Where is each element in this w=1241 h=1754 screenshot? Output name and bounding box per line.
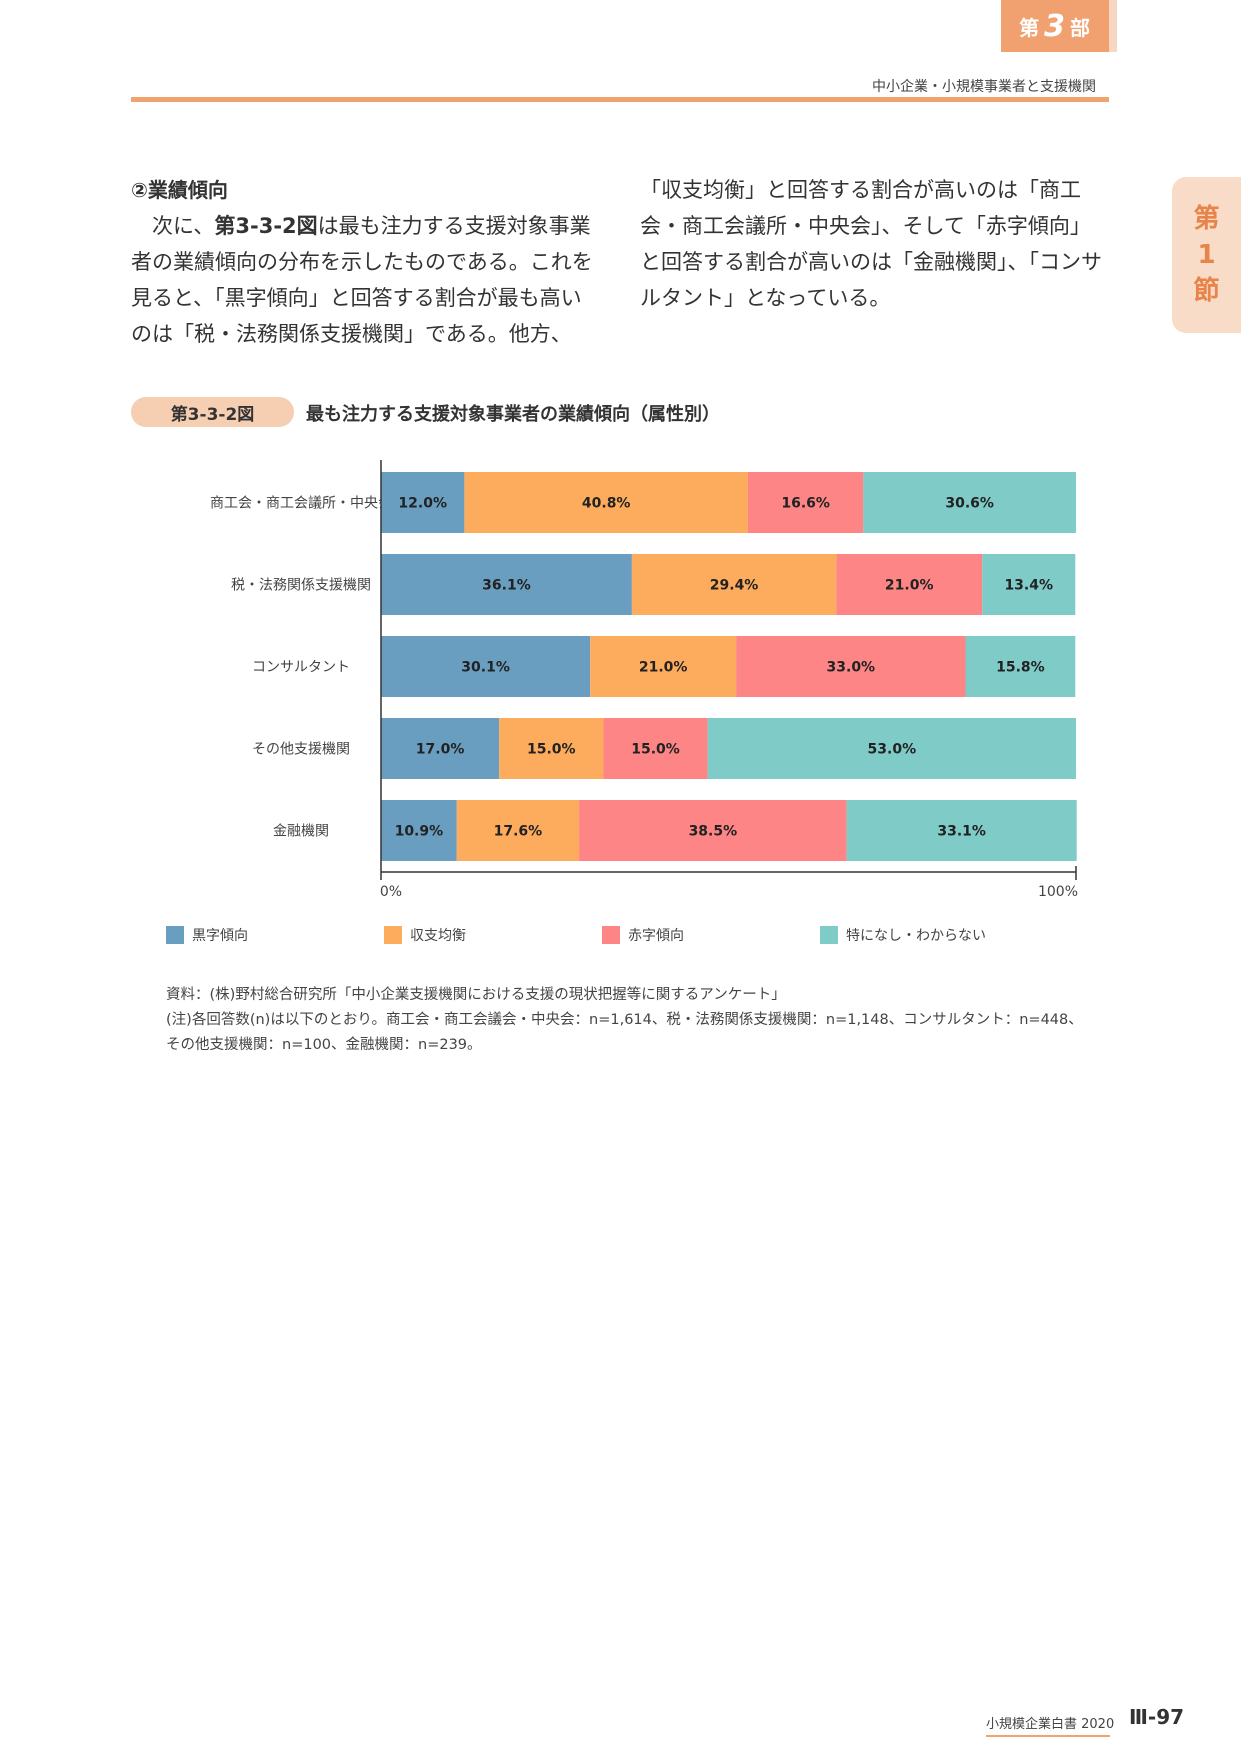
page-number: Ⅲ-97: [1129, 1705, 1185, 1729]
legend-swatch: [166, 926, 184, 944]
bar-segment: [579, 800, 847, 861]
paragraph-1-start: 次に、: [152, 214, 215, 238]
data-label: 21.0%: [885, 578, 934, 594]
sample-size-note: (注)各回答数(n)は以下のとおり。商工会・商工会議会・中央会：n=1,614、…: [166, 1012, 1083, 1053]
data-label: 36.1%: [482, 578, 531, 594]
data-label: 10.9%: [395, 824, 444, 840]
legend-item: 赤字傾向: [602, 925, 684, 945]
legend-item: 黒字傾向: [166, 925, 248, 945]
x-tick-label: 0%: [380, 884, 402, 900]
category-label: コンサルタント: [252, 660, 350, 676]
part-number: 3: [1044, 8, 1066, 44]
data-label: 21.0%: [639, 660, 688, 676]
header-rule: [131, 97, 1109, 102]
part-tab-edge: [1109, 0, 1117, 52]
data-label: 53.0%: [868, 742, 917, 758]
data-label: 16.6%: [781, 496, 830, 512]
bar-segment: [747, 472, 864, 533]
paragraph-2: 「収支均衡」と回答する割合が高いのは「商工会・商工会議所・中央会」、そして「赤字…: [640, 178, 1102, 310]
bar-segment: [499, 718, 604, 779]
bar-segment: [381, 472, 465, 533]
figure-notes: 資料：(株)野村総合研究所「中小企業支援機関における支援の現状把握等に関するアン…: [166, 983, 1086, 1058]
bar-segment: [982, 554, 1076, 615]
legend-label: 収支均衡: [410, 928, 466, 944]
source-note: 資料：(株)野村総合研究所「中小企業支援機関における支援の現状把握等に関するアン…: [166, 987, 786, 1003]
bar-segment: [381, 636, 591, 697]
figure-title: 最も注力する支援対象事業者の業績傾向（属性別）: [306, 404, 720, 425]
bar-segment: [464, 472, 748, 533]
bar-segment: [381, 718, 500, 779]
part-suffix: 部: [1069, 15, 1091, 40]
legend-item: 収支均衡: [384, 925, 466, 945]
section-heading: ②業績傾向: [131, 178, 228, 202]
legend-label: 特になし・わからない: [846, 928, 986, 944]
section-tab: 第 1 節: [1172, 177, 1241, 333]
footer-rule: [986, 1735, 1110, 1737]
figure-reference: 第3-3-2図: [214, 214, 318, 238]
data-label: 30.6%: [945, 496, 994, 512]
data-label: 15.0%: [631, 742, 680, 758]
data-label: 29.4%: [710, 578, 759, 594]
figure-label: 第3-3-2図: [131, 397, 294, 427]
paragraph-1: 次に、第3-3-2図は最も注力する支援対象事業者の業績傾向の分布を示したものであ…: [131, 208, 596, 352]
stacked-bar-chart: 商工会・商工会議所・中央会 12.0% 40.8% 16.6% 30.6% 税・法務関係支…: [210, 460, 1078, 900]
data-label: 12.0%: [398, 496, 447, 512]
data-label: 30.1%: [461, 660, 510, 676]
x-tick-label: 100%: [1038, 884, 1078, 900]
bar-segment: [707, 718, 1076, 779]
data-label: 33.1%: [937, 824, 986, 840]
category-label: 税・法務関係支援機関: [231, 578, 371, 594]
data-label: 17.6%: [494, 824, 543, 840]
header-subtitle: 中小企業・小規模事業者と支援機関: [872, 79, 1096, 95]
part-prefix: 第: [1019, 15, 1041, 40]
category-label: 金融機関: [273, 824, 329, 840]
legend-item: 特になし・わからない: [820, 925, 986, 945]
legend-swatch: [820, 926, 838, 944]
bar-segment: [456, 800, 580, 861]
data-label: 15.8%: [996, 660, 1045, 676]
bar-segment: [846, 800, 1077, 861]
category-label: その他支援機関: [252, 742, 350, 758]
data-label: 15.0%: [527, 742, 576, 758]
legend-label: 赤字傾向: [628, 928, 684, 944]
data-label: 40.8%: [582, 496, 631, 512]
category-label: 商工会・商工会議所・中央会: [210, 495, 392, 512]
bar-segment: [590, 636, 737, 697]
bar-segment: [736, 636, 966, 697]
part-tab: 第 3 部: [1001, 0, 1117, 52]
paragraph-1-rest: は最も注力する支援対象事業者の業績傾向の分布を示したものである。これを見ると、「…: [131, 214, 593, 346]
data-label: 38.5%: [689, 824, 738, 840]
bar-segment: [631, 554, 837, 615]
bar-segment: [965, 636, 1076, 697]
data-label: 13.4%: [1004, 578, 1053, 594]
body-column-right: 「収支均衡」と回答する割合が高いのは「商工会・商工会議所・中央会」、そして「赤字…: [640, 172, 1105, 316]
data-label: 17.0%: [416, 742, 465, 758]
legend-swatch: [384, 926, 402, 944]
legend-label: 黒字傾向: [192, 928, 248, 944]
legend-swatch: [602, 926, 620, 944]
bar-segment: [381, 800, 457, 861]
bar-segment: [603, 718, 708, 779]
data-label: 33.0%: [827, 660, 876, 676]
section-tab-line3: 節: [1193, 276, 1220, 306]
section-tab-line1: 第: [1193, 204, 1220, 234]
bar-segment: [836, 554, 983, 615]
bar-segment: [381, 554, 632, 615]
footer-book-title: 小規模企業白書 2020: [986, 1717, 1115, 1732]
section-tab-line2: 1: [1197, 240, 1216, 270]
body-column-left: ②業績傾向 次に、第3-3-2図は最も注力する支援対象事業者の業績傾向の分布を示…: [131, 172, 596, 352]
bar-segment: [863, 472, 1076, 533]
